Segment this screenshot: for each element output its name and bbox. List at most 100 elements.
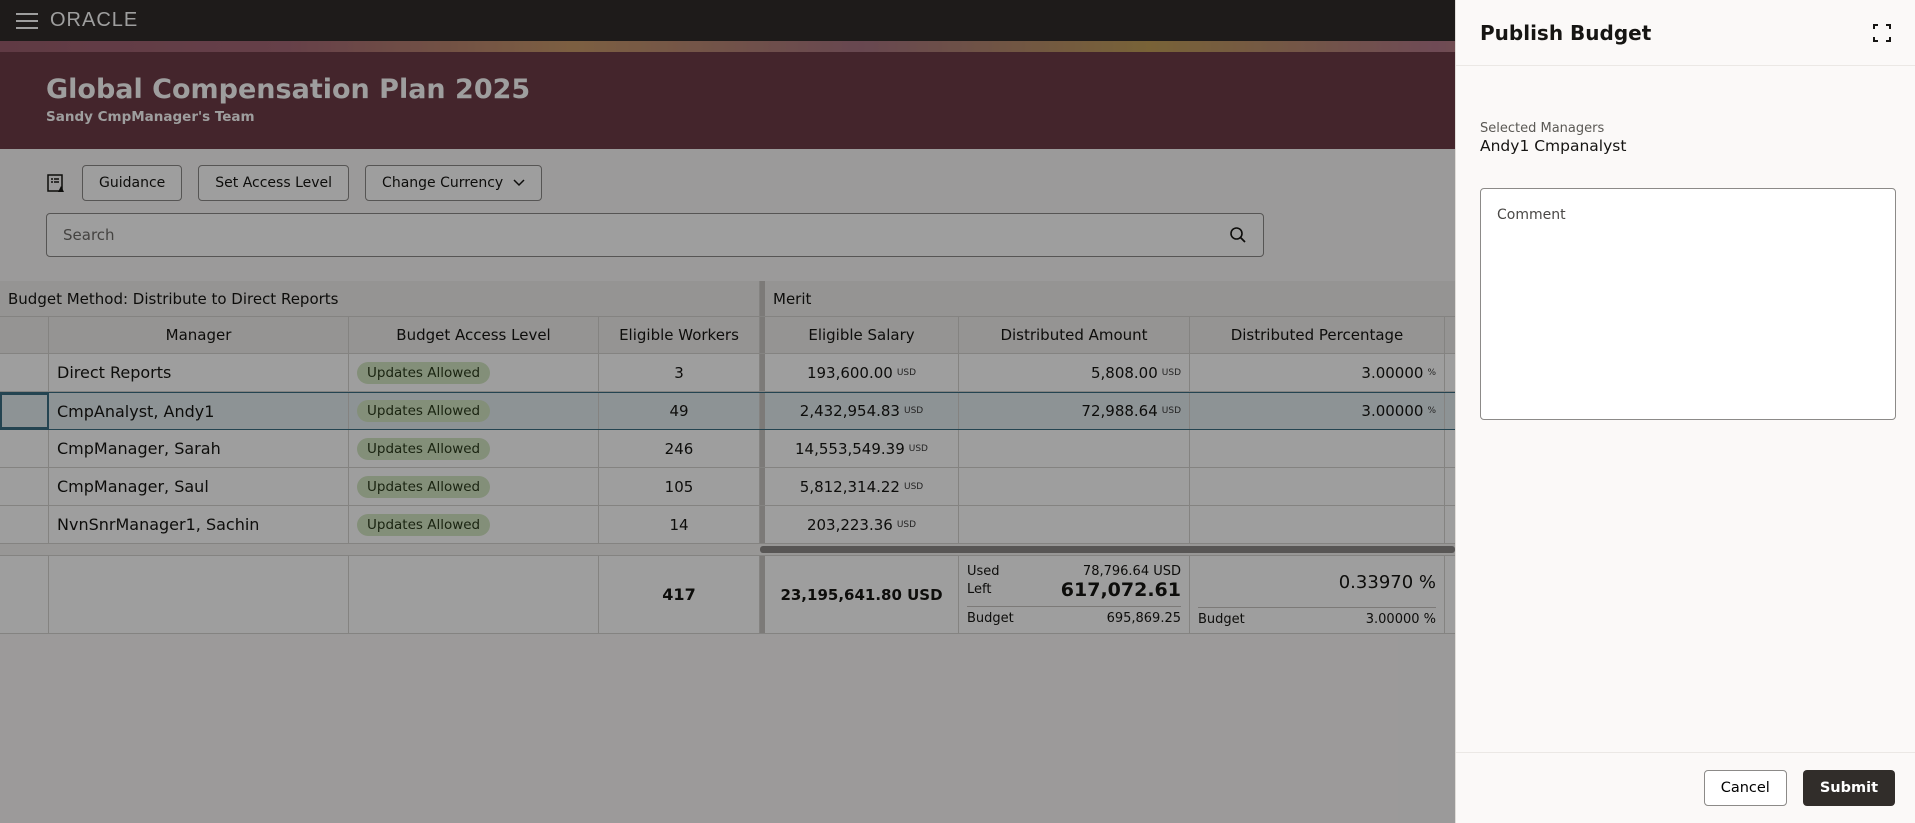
manager-name[interactable]: CmpManager, Sarah (49, 430, 349, 467)
currency-unit: USD (1161, 406, 1181, 416)
table-row-selected[interactable]: CmpAnalyst, Andy1 Updates Allowed 49 2,4… (0, 392, 1455, 430)
eligible-workers: 49 (599, 393, 760, 429)
row-selector[interactable] (0, 430, 49, 467)
manager-name[interactable]: CmpAnalyst, Andy1 (49, 393, 349, 429)
cancel-button[interactable]: Cancel (1703, 770, 1787, 806)
totals-empty (0, 556, 49, 633)
submit-button[interactable]: Submit (1802, 770, 1895, 806)
hamburger-menu-icon[interactable] (16, 12, 38, 29)
distributed-amount-cell[interactable]: 5,808.00 USD (959, 354, 1190, 391)
table-row[interactable]: CmpManager, Sarah Updates Allowed 246 14… (0, 430, 1455, 468)
totals-empty (349, 556, 599, 633)
percent-unit: % (1427, 367, 1436, 378)
eligible-salary-cell: 5,812,314.22 USD (760, 468, 959, 505)
distributed-percentage-cell[interactable]: 3.00000% (1190, 354, 1445, 391)
modal-overlay[interactable] (0, 0, 1455, 823)
distributed-amount-cell[interactable] (959, 468, 1190, 505)
merit-group: Merit (760, 281, 1455, 316)
access-level-cell: Updates Allowed (349, 506, 599, 543)
distributed-percentage-cell[interactable] (1190, 468, 1445, 505)
access-level-cell: Updates Allowed (349, 468, 599, 505)
pct-budget-value: 3.00000 % (1365, 612, 1436, 627)
currency-unit: USD (896, 367, 917, 378)
distributed-percentage-cell[interactable] (1190, 506, 1445, 543)
distributed-percentage-cell[interactable] (1190, 430, 1445, 467)
row-selector[interactable] (0, 354, 49, 391)
total-percentage: 0.33970 % (1338, 572, 1436, 593)
column-header-row: Manager Budget Access Level Eligible Wor… (0, 317, 1455, 354)
budget-value: 695,869.25 (1106, 610, 1181, 626)
currency-unit: USD (896, 519, 917, 530)
budget-summary: Used 78,796.64 USD Left 617,072.61 Budget 6… (959, 556, 1190, 633)
divider (1198, 607, 1436, 608)
access-level-badge: Updates Allowed (357, 400, 491, 422)
report-view-icon[interactable] (46, 173, 66, 193)
row-selector[interactable] (0, 506, 49, 543)
percent-unit: % (1427, 406, 1436, 416)
guidance-button[interactable]: Guidance (82, 165, 183, 201)
manager-name[interactable]: CmpManager, Saul (49, 468, 349, 505)
selected-managers-value: Andy1 Cmpanalyst (1480, 137, 1627, 155)
column-group-header: Budget Method: Distribute to Direct Repo… (0, 281, 1455, 317)
budget-table: Budget Method: Distribute to Direct Repo… (0, 281, 1455, 634)
distributed-percentage-cell[interactable]: 3.00000% (1190, 393, 1445, 429)
currency-unit: USD (908, 443, 928, 454)
table-row[interactable]: NvnSnrManager1, Sachin Updates Allowed 1… (0, 506, 1455, 544)
row-selector[interactable] (0, 468, 49, 505)
fullscreen-icon[interactable] (1873, 23, 1891, 42)
toolbar: Guidance Set Access Level Change Currenc… (46, 165, 543, 201)
currency-unit: USD (903, 481, 924, 492)
percentage-summary: 0.33970 % Budget 3.00000 % (1190, 556, 1445, 633)
totals-empty (49, 556, 349, 633)
row-selector-header (0, 317, 49, 353)
col-eligible-workers[interactable]: Eligible Workers (599, 317, 760, 353)
set-access-level-button[interactable]: Set Access Level (198, 165, 350, 201)
oracle-logo[interactable]: ORACLE (50, 9, 139, 31)
comment-label: Comment (1497, 207, 1566, 223)
pct-budget-label: Budget (1198, 612, 1245, 627)
page-subtitle: Sandy CmpManager's Team (46, 109, 255, 125)
col-manager[interactable]: Manager (49, 317, 349, 353)
eligible-salary: 203,223.36 (806, 515, 893, 534)
comment-textarea[interactable]: Comment (1480, 188, 1896, 420)
table-row[interactable]: CmpManager, Saul Updates Allowed 105 5,8… (0, 468, 1455, 506)
drawer-body: Selected Managers Andy1 Cmpanalyst Comme… (1456, 66, 1915, 420)
page-title: Global Compensation Plan 2025 (46, 74, 531, 105)
eligible-salary-cell: 14,553,549.39 USD (760, 430, 959, 467)
distributed-percentage: 3.00000 (1361, 402, 1424, 420)
banner-decoration (0, 41, 1915, 52)
change-currency-dropdown[interactable]: Change Currency (365, 165, 543, 201)
col-budget-access-level[interactable]: Budget Access Level (349, 317, 599, 353)
col-distributed-amount[interactable]: Distributed Amount (959, 317, 1190, 353)
eligible-workers: 246 (599, 430, 760, 467)
eligible-salary: 5,812,314.22 (799, 477, 900, 496)
distributed-amount-cell[interactable] (959, 506, 1190, 543)
manager-name[interactable]: Direct Reports (49, 354, 349, 391)
selected-managers-label: Selected Managers (1480, 121, 1605, 136)
distributed-amount-cell[interactable] (959, 430, 1190, 467)
manager-name[interactable]: NvnSnrManager1, Sachin (49, 506, 349, 543)
totals-row: 417 23,195,641.80 USD Used 78,796.64 USD … (0, 556, 1455, 634)
table-row[interactable]: Direct Reports Updates Allowed 3 193,600… (0, 354, 1455, 392)
horizontal-scrollbar-track (0, 544, 1455, 556)
col-eligible-salary[interactable]: Eligible Salary (760, 317, 959, 353)
search-icon[interactable] (1229, 226, 1247, 244)
access-level-badge: Updates Allowed (357, 361, 491, 384)
eligible-salary: 193,600.00 (806, 363, 893, 382)
row-selector[interactable] (0, 393, 49, 429)
publish-budget-drawer: Publish Budget Selected Managers Andy1 C… (1455, 0, 1915, 823)
eligible-salary: 2,432,954.83 (799, 402, 900, 420)
budget-method-group: Budget Method: Distribute to Direct Repo… (0, 281, 760, 316)
distributed-amount: 5,808.00 (1090, 363, 1158, 382)
search-input[interactable]: Search (46, 213, 1264, 257)
currency-unit: USD (903, 406, 924, 416)
access-level-cell: Updates Allowed (349, 354, 599, 391)
chevron-down-icon (513, 179, 525, 187)
eligible-salary-cell: 193,600.00 USD (760, 354, 959, 391)
budget-label: Budget (967, 610, 1014, 626)
drawer-footer: Cancel Submit (1456, 752, 1915, 823)
col-distributed-percentage[interactable]: Distributed Percentage (1190, 317, 1445, 353)
horizontal-scrollbar[interactable] (760, 546, 1455, 553)
total-salary: 23,195,641.80 USD (760, 556, 959, 633)
distributed-amount-cell[interactable]: 72,988.64 USD (959, 393, 1190, 429)
